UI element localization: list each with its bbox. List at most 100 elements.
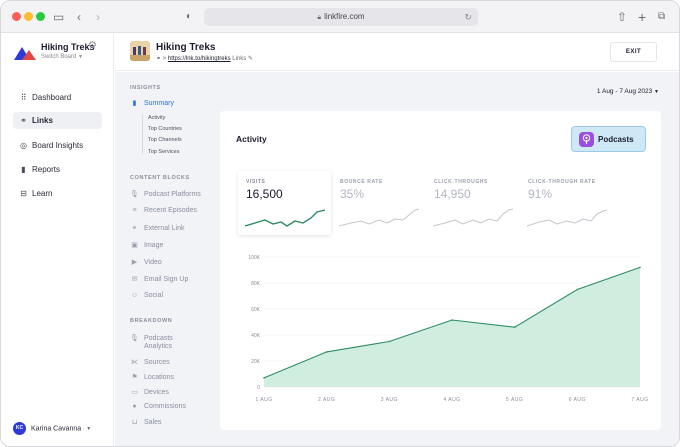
nav-item-reports[interactable]: ▮ Reports [13,161,102,178]
book-icon: ⊟ [20,189,27,198]
sec-item-devices[interactable]: ▭ Devices [130,388,169,396]
forward-icon[interactable]: › [96,10,100,24]
sec-item-locations[interactable]: ⚑ Locations [130,373,174,381]
metric-click-throughs[interactable]: CLICK-THROUGHS 14,950 [426,171,519,235]
nav-item-label: Learn [32,189,53,198]
exit-button[interactable]: EXIT [610,42,657,62]
back-icon[interactable]: ‹ [77,10,81,24]
activity-area [264,267,640,387]
microphone-icon: 🎙︎ [130,335,139,342]
sidebar-toggle-icon[interactable]: ▭ [53,10,65,24]
user-menu[interactable]: KC Karina Cavanna ▼ [13,422,91,435]
grid-icon: ⠿ [20,93,27,102]
basket-icon: ⊔ [131,419,138,426]
sec-item-label: Devices [144,389,169,396]
metric-label: BOUNCE RATE [340,179,383,185]
sub-item-top-services[interactable]: Top Services [148,149,180,155]
board-short-link[interactable]: https://lnk.to/hikingtreks [167,56,231,62]
page-title: Hiking Treks [156,42,216,53]
click-throughs-sparkline [433,208,513,227]
podcasts-label: Podcasts [598,135,634,144]
y-tick-label: 0 [257,385,260,391]
nav-item-label: Links [32,116,53,125]
image-icon: ▣ [131,242,138,249]
y-tick-label: 60K [251,307,261,313]
sec-item-podcasts[interactable]: 🎙︎ Podcasts [130,334,173,342]
sec-item-sales[interactable]: ⊔ Sales [130,418,162,426]
sec-item-social[interactable]: ☺ Social [130,292,163,299]
metric-visits[interactable]: VISITS 16,500 [238,171,331,235]
bar-chart-icon: ▮ [21,165,26,174]
y-tick-label: 40K [251,333,261,339]
sub-item-top-channels[interactable]: Top Channels [148,137,182,143]
nav-item-links[interactable]: ⚭ Links [13,112,102,129]
breadcrumb-links-label[interactable]: Links [232,56,247,62]
share-icon[interactable]: ⇧ [617,10,628,24]
sec-item-label: Social [144,292,164,299]
sec-item-analytics[interactable]: Analytics [144,343,173,350]
date-range-label: 1 Aug - 7 Aug 2023 [596,88,653,95]
edit-icon[interactable]: ✎ [247,56,253,62]
data-point [639,266,641,269]
insights-nav: INSIGHTS ▮ Summary Activity Top Countries… [115,72,215,446]
apple-podcasts-icon [579,132,594,147]
list-icon: ≡ [132,207,137,214]
board-thumbnail [130,41,150,61]
metric-bounce-rate[interactable]: BOUNCE RATE 35% [332,171,425,235]
sec-item-sources[interactable]: ⋉ Sources [130,358,170,366]
y-tick-label: 100K [248,255,260,261]
nav-item-board-insights[interactable]: ◎ Board Insights [13,137,102,154]
sec-item-label: Commissions [144,403,187,410]
sec-item-summary[interactable]: ▮ Summary [130,99,174,107]
sec-item-external-link[interactable]: ⚭ External Link [130,224,185,232]
switch-board-dropdown[interactable]: Switch Board ▼ [41,54,83,60]
address-url: linkfire.com [324,12,365,21]
privacy-shield-icon[interactable]: ◐ [186,11,193,22]
address-bar[interactable]: 🔒︎ linkfire.com ↻ [204,8,478,26]
sub-item-activity[interactable]: Activity [148,115,166,121]
metric-click-through-rate[interactable]: CLICK-THROUGH RATE 91% [520,171,613,235]
insights-heading: INSIGHTS [130,85,161,91]
x-tick-label: 5 AUG [506,397,523,403]
sec-item-email-sign-up[interactable]: ✉ Email Sign Up [130,275,189,283]
sec-item-label: Podcast Platforms [144,191,201,198]
settings-gear-icon[interactable]: ⚙ [88,40,97,51]
brand-logo-icon [14,47,36,60]
tab-overview-icon[interactable]: ⧉ [658,11,666,22]
nav-item-learn[interactable]: ⊟ Learn [13,185,102,202]
sec-item-commissions[interactable]: ● Commissions [130,403,186,410]
metric-label: CLICK-THROUGHS [434,179,488,185]
metric-label: VISITS [246,179,266,185]
close-window-button[interactable] [12,12,21,21]
sec-item-image[interactable]: ▣ Image [130,241,163,249]
sec-item-label: Summary [144,100,174,107]
sec-item-podcast-platforms[interactable]: 🎙︎ Podcast Platforms [130,190,201,198]
sec-item-label: Video [144,259,162,266]
date-range-picker[interactable]: 1 Aug - 7 Aug 2023 ▼ [597,88,659,95]
card-title: Activity [236,134,267,144]
sub-item-top-countries[interactable]: Top Countries [148,126,182,132]
sub-nav-line [142,114,143,154]
activity-chart: 100K 80K 60K 40K 20K 0 1 AUG 2 AUG 3 AUG 4 AUG 5 A… [248,255,648,403]
x-tick-label: 2 AUG [318,397,335,403]
nav-item-dashboard[interactable]: ⠿ Dashboard [13,89,102,106]
sec-item-label: Sources [144,359,170,366]
page-header: Hiking Treks ⚭ > https://lnk.to/hikingtr… [115,33,679,71]
link-icon: ⚭ [131,225,138,232]
link-icon: ⚭ [20,116,27,125]
new-tab-icon[interactable]: + [638,9,647,25]
nav-item-label: Dashboard [32,93,72,102]
content-area: INSIGHTS ▮ Summary Activity Top Countries… [115,72,679,446]
bar-chart-icon: ▮ [132,100,137,107]
metric-value: 16,500 [246,187,283,201]
maximize-window-button[interactable] [36,12,45,21]
sec-item-recent-episodes[interactable]: ≡ Recent Episodes [130,207,196,214]
data-point [513,326,516,328]
reload-icon[interactable]: ↻ [464,12,472,22]
podcasts-badge[interactable]: Podcasts [571,126,646,152]
avatar: KC [13,422,26,435]
sec-item-video[interactable]: ▶ Video [130,258,162,266]
flag-icon: ⚑ [131,374,138,381]
y-tick-label: 80K [251,281,261,287]
minimize-window-button[interactable] [24,12,33,21]
